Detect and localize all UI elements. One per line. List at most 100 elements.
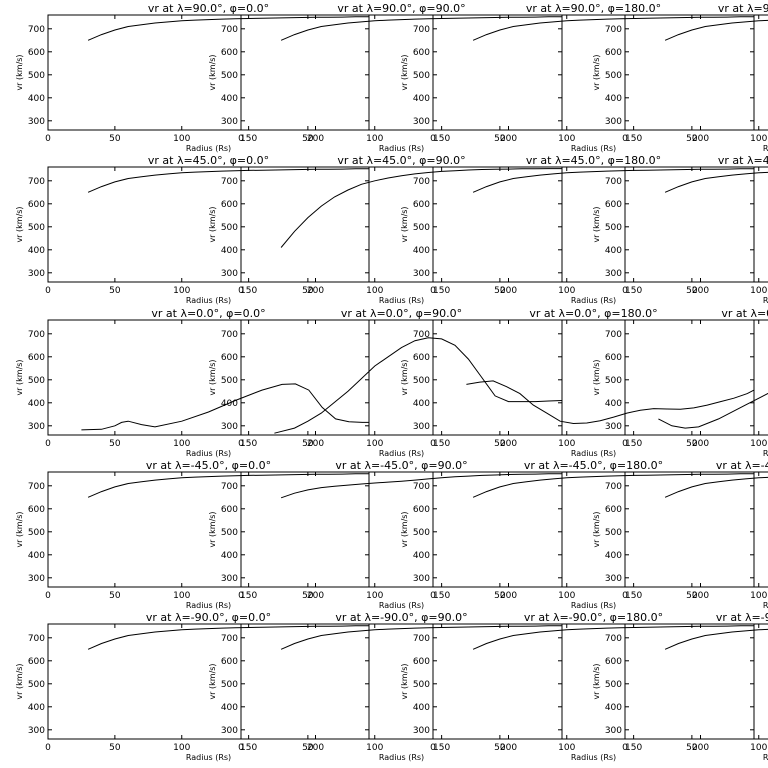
data-line xyxy=(664,476,768,498)
chart-panel: vr at λ=0.0°, φ=180.0° 0 50 100 150 200 300 400… xyxy=(400,307,755,458)
x-axis-label: Radius (Rs) xyxy=(763,449,768,458)
x-axis-label: Radius (Rs) xyxy=(379,753,424,762)
y-tick-label: 500 xyxy=(413,528,430,538)
chart-title: vr at λ=-90.0°, φ=180.0° xyxy=(524,611,663,624)
plot-frame xyxy=(624,166,768,283)
y-tick-label: 400 xyxy=(605,551,622,561)
y-tick-label: 400 xyxy=(221,246,238,256)
x-tick-label: 100 xyxy=(173,591,190,601)
y-tick-label: 700 xyxy=(221,177,238,187)
x-tick-label: 0 xyxy=(238,286,244,296)
y-tick-label: 400 xyxy=(221,551,238,561)
y-tick-label: 400 xyxy=(221,94,238,104)
plot-frame xyxy=(47,14,370,131)
plot-frame xyxy=(624,14,768,131)
y-tick-label: 600 xyxy=(28,657,45,667)
y-axis-label: vr (km/s) xyxy=(400,206,409,242)
y-tick-label: 500 xyxy=(28,223,45,233)
chart-title: vr at λ=0.0°, φ=180.0° xyxy=(529,307,657,320)
y-tick-label: 700 xyxy=(413,25,430,35)
y-tick-label: 300 xyxy=(28,726,45,736)
y-tick-label: 600 xyxy=(413,353,430,363)
data-line xyxy=(664,628,768,650)
x-axis-label: Radius (Rs) xyxy=(571,753,616,762)
x-tick-label: 50 xyxy=(302,286,314,296)
y-tick-label: 400 xyxy=(28,399,45,409)
chart-title: vr at λ=90.0°, φ=90.0° xyxy=(337,2,465,15)
y-axis-label: vr (km/s) xyxy=(400,54,409,90)
y-tick-label: 500 xyxy=(605,528,622,538)
x-tick-label: 50 xyxy=(494,591,506,601)
y-tick-label: 600 xyxy=(605,200,622,210)
x-tick-label: 100 xyxy=(173,743,190,753)
y-tick-label: 700 xyxy=(605,25,622,35)
y-tick-label: 700 xyxy=(28,330,45,340)
y-tick-label: 300 xyxy=(28,117,45,127)
x-tick-label: 200 xyxy=(692,591,709,601)
x-tick-label: 100 xyxy=(558,591,575,601)
y-tick-label: 600 xyxy=(28,353,45,363)
plot-frame xyxy=(240,14,563,131)
chart-title: vr at λ=45.0°, φ=180.0° xyxy=(526,154,661,167)
y-tick-label: 400 xyxy=(413,94,430,104)
y-tick-label: 700 xyxy=(221,25,238,35)
x-tick-label: 200 xyxy=(500,134,517,144)
x-axis-label: Radius (Rs) xyxy=(186,601,231,610)
x-tick-label: 50 xyxy=(686,134,698,144)
chart-title: vr at λ=90.0°, φ=0.0° xyxy=(148,2,269,15)
y-tick-label: 700 xyxy=(28,482,45,492)
y-tick-label: 600 xyxy=(221,657,238,667)
x-tick-label: 0 xyxy=(430,439,436,449)
y-axis-label: vr (km/s) xyxy=(15,663,24,699)
x-tick-label: 50 xyxy=(494,134,506,144)
x-axis-label: Radius (Rs) xyxy=(379,601,424,610)
data-line xyxy=(664,171,768,193)
x-tick-label: 50 xyxy=(109,286,121,296)
y-axis-label: vr (km/s) xyxy=(592,663,601,699)
y-axis-label: vr (km/s) xyxy=(208,511,217,547)
y-axis-label: vr (km/s) xyxy=(208,359,217,395)
x-tick-label: 200 xyxy=(692,743,709,753)
x-tick-label: 100 xyxy=(750,134,767,144)
y-axis-label: vr (km/s) xyxy=(15,511,24,547)
chart-panel: vr at λ=90.0°, φ=0.0° 0 50 100 150 200 300 400 5… xyxy=(15,2,370,153)
y-tick-label: 300 xyxy=(28,269,45,279)
data-line xyxy=(280,473,562,499)
x-tick-label: 200 xyxy=(307,134,324,144)
y-tick-label: 400 xyxy=(413,551,430,561)
x-tick-label: 200 xyxy=(500,743,517,753)
x-tick-label: 0 xyxy=(238,134,244,144)
x-axis-label: Radius (Rs) xyxy=(379,144,424,153)
y-tick-label: 600 xyxy=(28,48,45,58)
y-tick-label: 600 xyxy=(413,505,430,515)
y-tick-label: 600 xyxy=(413,657,430,667)
x-tick-label: 100 xyxy=(366,134,383,144)
x-tick-label: 50 xyxy=(302,591,314,601)
x-tick-label: 150 xyxy=(240,439,257,449)
y-tick-label: 600 xyxy=(221,200,238,210)
data-line xyxy=(280,16,562,41)
x-tick-label: 100 xyxy=(750,439,767,449)
x-tick-label: 150 xyxy=(625,286,642,296)
chart-panel: vr at λ=-45.0°, φ=0.0° 0 50 100 150 200 300 400… xyxy=(15,459,370,610)
y-tick-label: 700 xyxy=(28,177,45,187)
plot-frame xyxy=(432,166,755,283)
plot-frame xyxy=(432,471,755,588)
x-axis-label: Radius (Rs) xyxy=(571,296,616,305)
y-tick-label: 300 xyxy=(413,726,430,736)
x-tick-label: 200 xyxy=(692,439,709,449)
chart-title: vr at λ=-45.0°, φ=270.0° xyxy=(716,459,768,472)
x-tick-label: 0 xyxy=(430,743,436,753)
data-line xyxy=(664,19,768,41)
y-axis-label: vr (km/s) xyxy=(592,206,601,242)
x-tick-label: 150 xyxy=(433,591,450,601)
data-line xyxy=(280,168,562,248)
y-tick-label: 400 xyxy=(221,703,238,713)
plot-frame xyxy=(47,471,370,588)
x-tick-label: 150 xyxy=(625,134,642,144)
y-tick-label: 600 xyxy=(28,505,45,515)
chart-panel: vr at λ=-45.0°, φ=180.0° 0 50 100 150 200 300 4… xyxy=(400,459,755,610)
y-tick-label: 300 xyxy=(221,726,238,736)
y-tick-label: 600 xyxy=(413,200,430,210)
y-tick-label: 400 xyxy=(28,94,45,104)
